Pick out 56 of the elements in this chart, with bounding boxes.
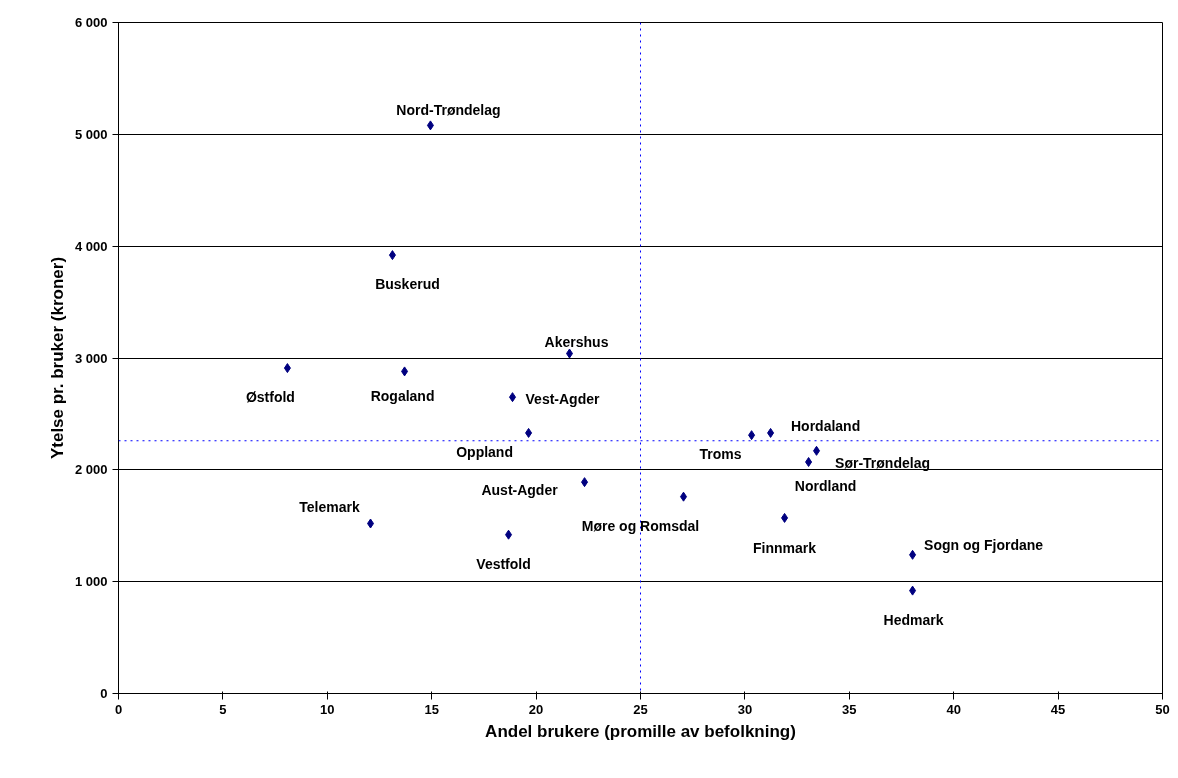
point: [581, 477, 589, 488]
y-tick-label: 2 000: [74, 462, 108, 478]
point: [367, 518, 375, 529]
point: [566, 348, 574, 359]
x-tick-label: 10: [320, 701, 335, 717]
x-tick-label: 45: [1050, 701, 1066, 717]
point: [781, 512, 789, 523]
annotation: Vestfold: [476, 555, 531, 572]
annotation: Møre og Romsdal: [581, 517, 700, 534]
annotation: Østfold: [245, 389, 295, 406]
annotation: Nord-Trøndelag: [396, 102, 501, 119]
x-tick-label: 0: [114, 701, 123, 717]
point: [388, 250, 396, 261]
y-tick-label: 6 000: [74, 15, 108, 30]
point: [401, 366, 409, 377]
annotation: Finnmark: [753, 539, 817, 556]
x-tick-label: 50: [1155, 701, 1170, 717]
annotation: Vest-Agder: [525, 391, 601, 408]
y-tick-label: 3 000: [74, 350, 108, 366]
point: [509, 392, 517, 403]
point: [767, 427, 775, 438]
y-tick-label: 4 000: [74, 238, 108, 254]
x-tick-label: 15: [424, 701, 439, 717]
annotation: Sør-Trøndelag: [835, 454, 930, 471]
point: [909, 549, 917, 560]
y-axis-title: Ytelse pr. bruker (kroner): [47, 256, 67, 460]
point: [426, 120, 434, 131]
annotation: Troms: [699, 446, 742, 463]
x-tick-label: 30: [737, 701, 753, 717]
annotation: Nordland: [794, 478, 857, 495]
point: [680, 491, 688, 502]
x-tick-label: 5: [219, 701, 227, 717]
point: [283, 363, 291, 374]
point: [805, 457, 813, 468]
annotation: Sogn og Fjordane: [924, 536, 1044, 553]
point: [909, 585, 917, 596]
x-tick-label: 35: [842, 701, 857, 717]
x-tick-label: 20: [528, 701, 544, 717]
point: [525, 427, 533, 438]
point: [748, 430, 756, 441]
x-tick-label: 25: [633, 701, 648, 717]
annotation: Hedmark: [883, 611, 944, 628]
x-tick-label: 40: [946, 701, 961, 717]
y-tick-label: 1 000: [74, 574, 108, 590]
annotation: Rogaland: [370, 388, 435, 405]
annotation: Telemark: [299, 498, 360, 515]
point: [505, 529, 513, 540]
x-axis-title: Andel brukere (promille av befolkning): [485, 721, 796, 741]
y-tick-label: 0: [100, 686, 108, 701]
annotation: Aust-Agder: [481, 482, 559, 499]
y-tick-label: 5 000: [74, 126, 108, 142]
annotation: Akershus: [544, 333, 609, 350]
annotation: Hordaland: [790, 417, 861, 434]
annotation: Oppland: [456, 443, 513, 460]
annotation: Buskerud: [375, 276, 440, 293]
point: [813, 445, 821, 456]
